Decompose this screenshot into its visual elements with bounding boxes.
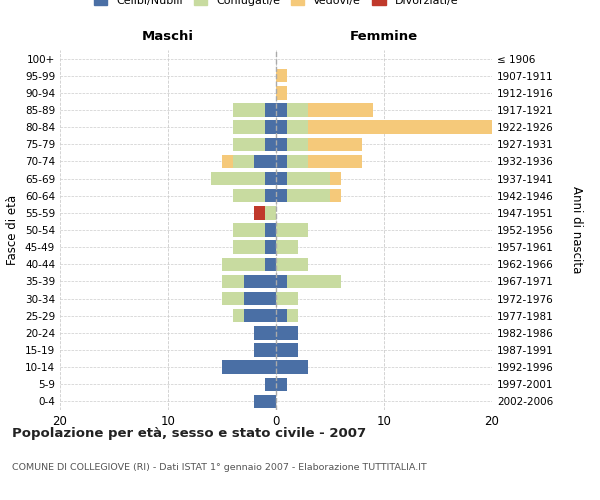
Bar [265, 258, 276, 271]
Bar [222, 258, 265, 271]
Bar [222, 292, 244, 306]
Bar [265, 224, 276, 236]
Bar [265, 138, 276, 151]
Bar [287, 189, 330, 202]
Bar [276, 69, 287, 82]
Bar [308, 120, 492, 134]
Bar [276, 360, 308, 374]
Bar [276, 326, 298, 340]
Bar [276, 258, 308, 271]
Bar [330, 172, 341, 186]
Bar [308, 154, 362, 168]
Bar [287, 309, 298, 322]
Bar [265, 120, 276, 134]
Bar [276, 240, 298, 254]
Bar [265, 206, 276, 220]
Bar [233, 154, 254, 168]
Bar [276, 138, 287, 151]
Bar [287, 154, 308, 168]
Bar [265, 172, 276, 186]
Bar [276, 154, 287, 168]
Bar [222, 360, 276, 374]
Bar [287, 120, 308, 134]
Bar [287, 172, 330, 186]
Bar [276, 104, 287, 117]
Bar [233, 189, 265, 202]
Bar [308, 138, 362, 151]
Bar [276, 172, 287, 186]
Bar [244, 292, 276, 306]
Bar [222, 154, 233, 168]
Bar [276, 224, 308, 236]
Bar [254, 326, 276, 340]
Bar [254, 394, 276, 408]
Text: Maschi: Maschi [142, 30, 194, 43]
Y-axis label: Fasce di età: Fasce di età [7, 195, 19, 265]
Bar [244, 274, 276, 288]
Bar [211, 172, 265, 186]
Bar [265, 240, 276, 254]
Bar [265, 189, 276, 202]
Bar [287, 104, 308, 117]
Bar [276, 292, 298, 306]
Bar [276, 378, 287, 391]
Bar [287, 274, 341, 288]
Bar [222, 274, 244, 288]
Bar [308, 104, 373, 117]
Bar [254, 344, 276, 356]
Bar [254, 206, 265, 220]
Text: Femmine: Femmine [350, 30, 418, 43]
Bar [233, 224, 265, 236]
Bar [276, 120, 287, 134]
Bar [265, 378, 276, 391]
Text: COMUNE DI COLLEGIOVE (RI) - Dati ISTAT 1° gennaio 2007 - Elaborazione TUTTITALIA: COMUNE DI COLLEGIOVE (RI) - Dati ISTAT 1… [12, 462, 427, 471]
Bar [233, 240, 265, 254]
Bar [244, 309, 276, 322]
Bar [276, 189, 287, 202]
Bar [233, 309, 244, 322]
Legend: Celibi/Nubili, Coniugati/e, Vedovi/e, Divorziati/e: Celibi/Nubili, Coniugati/e, Vedovi/e, Di… [89, 0, 463, 10]
Y-axis label: Anni di nascita: Anni di nascita [570, 186, 583, 274]
Bar [233, 120, 265, 134]
Bar [287, 138, 308, 151]
Bar [233, 138, 265, 151]
Bar [233, 104, 265, 117]
Bar [254, 154, 276, 168]
Text: Popolazione per età, sesso e stato civile - 2007: Popolazione per età, sesso e stato civil… [12, 428, 366, 440]
Bar [276, 274, 287, 288]
Bar [276, 86, 287, 100]
Bar [276, 344, 298, 356]
Bar [330, 189, 341, 202]
Bar [276, 309, 287, 322]
Bar [265, 104, 276, 117]
